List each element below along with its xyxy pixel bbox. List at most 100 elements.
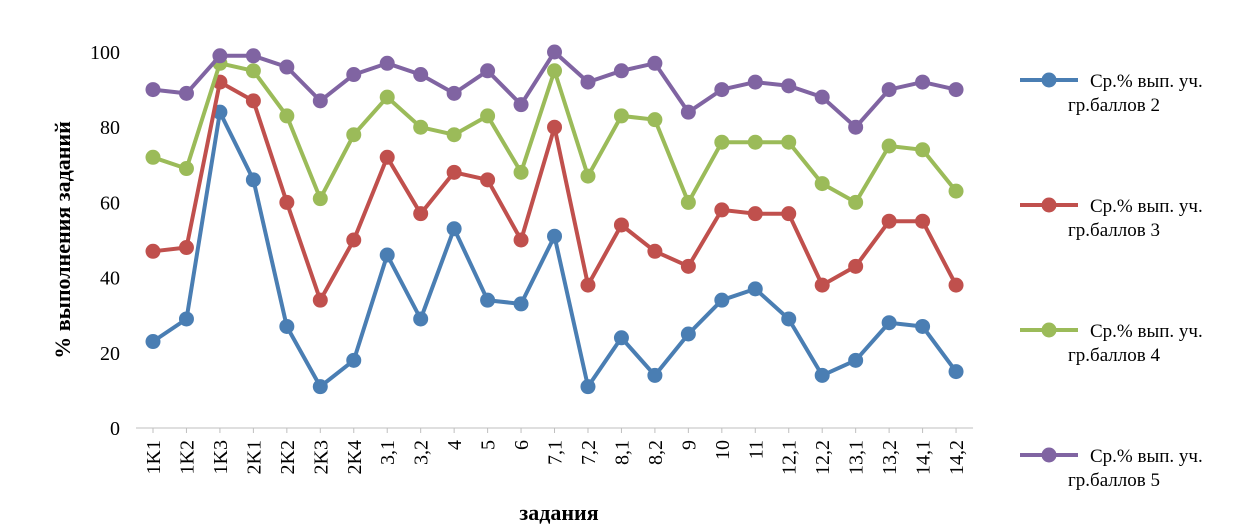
- data-point: [513, 296, 529, 312]
- data-point: [480, 292, 496, 308]
- data-point: [948, 183, 964, 199]
- legend-label: Ср.% вып. уч. гр.баллов 3: [1068, 196, 1203, 241]
- data-point: [881, 315, 897, 331]
- legend-label: Ср.% вып. уч. гр.баллов 4: [1068, 321, 1203, 366]
- series-3: [145, 55, 964, 210]
- y-tick-label: 20: [100, 343, 120, 365]
- data-point: [413, 119, 429, 135]
- data-point: [145, 149, 161, 165]
- x-tick-label: 1K3: [210, 440, 232, 474]
- series-group: [145, 44, 964, 395]
- data-point: [312, 292, 328, 308]
- axes: 0 20 40 60 80 100 1K1 1K2 1K3 2K1 2K2 2K3 2K4 3,1 3,2 4…: [90, 42, 974, 475]
- y-tick-label: 60: [100, 192, 120, 214]
- data-point: [413, 206, 429, 222]
- data-point: [547, 119, 563, 135]
- data-point: [647, 55, 663, 71]
- data-point: [613, 330, 629, 346]
- data-point: [547, 228, 563, 244]
- data-point: [279, 194, 295, 210]
- data-point: [346, 67, 362, 83]
- data-point: [446, 127, 462, 143]
- data-point: [446, 221, 462, 237]
- y-axis-title: % выполнения заданий: [50, 121, 75, 359]
- data-point: [647, 243, 663, 259]
- data-point: [747, 134, 763, 150]
- series-line: [151, 110, 958, 389]
- data-point: [580, 379, 596, 395]
- data-point: [480, 108, 496, 124]
- legend-marker: [1041, 72, 1057, 88]
- y-tick-label: 100: [90, 42, 120, 64]
- y-tick-label: 40: [100, 268, 120, 290]
- data-point: [547, 44, 563, 60]
- data-point: [145, 334, 161, 350]
- legend-item: Ср.% вып. уч. гр.баллов 5: [1020, 446, 1203, 491]
- x-tick-label: 14,1: [913, 440, 935, 475]
- data-point: [245, 63, 261, 79]
- data-point: [346, 232, 362, 248]
- x-tick-label: 2K3: [310, 440, 332, 474]
- data-point: [480, 172, 496, 188]
- data-point: [781, 311, 797, 327]
- series-1: [145, 104, 964, 395]
- data-point: [915, 213, 931, 229]
- data-point: [680, 258, 696, 274]
- data-point: [245, 48, 261, 64]
- x-tick-label: 3,2: [411, 440, 433, 465]
- data-point: [613, 108, 629, 124]
- legend-item: Ср.% вып. уч. гр.баллов 4: [1020, 321, 1203, 366]
- data-point: [178, 311, 194, 327]
- data-point: [212, 48, 228, 64]
- data-point: [814, 89, 830, 105]
- data-point: [714, 202, 730, 218]
- legend-marker: [1041, 197, 1057, 213]
- data-point: [145, 82, 161, 98]
- data-point: [714, 82, 730, 98]
- data-point: [747, 74, 763, 90]
- data-point: [446, 164, 462, 180]
- data-point: [513, 97, 529, 113]
- data-point: [547, 63, 563, 79]
- x-axis-title: задания: [519, 500, 598, 525]
- data-point: [881, 213, 897, 229]
- data-point: [680, 326, 696, 342]
- x-tick-label: 13,2: [879, 440, 901, 475]
- data-point: [915, 74, 931, 90]
- data-point: [312, 379, 328, 395]
- data-point: [178, 161, 194, 177]
- x-tick-label: 2K4: [344, 440, 366, 474]
- data-point: [881, 138, 897, 154]
- data-point: [312, 93, 328, 109]
- data-point: [747, 206, 763, 222]
- y-tick-label: 80: [100, 117, 120, 139]
- data-point: [647, 112, 663, 128]
- series-line: [152, 50, 957, 130]
- y-tick-label: 0: [110, 418, 120, 440]
- data-point: [245, 172, 261, 188]
- data-point: [848, 258, 864, 274]
- data-point: [948, 364, 964, 380]
- x-tick-label: 1K1: [143, 440, 165, 474]
- data-point: [279, 59, 295, 75]
- x-tick-label: 7,1: [545, 440, 567, 465]
- data-point: [948, 277, 964, 293]
- data-point: [279, 108, 295, 124]
- data-point: [379, 149, 395, 165]
- x-tick-label: 1K2: [176, 440, 198, 474]
- data-point: [379, 89, 395, 105]
- data-point: [714, 292, 730, 308]
- legend-item: Ср.% вып. уч. гр.баллов 3: [1020, 196, 1203, 241]
- x-tick-label: 12,2: [812, 440, 834, 475]
- data-point: [814, 176, 830, 192]
- data-point: [145, 243, 161, 259]
- data-point: [446, 85, 462, 101]
- x-tick-label: 8,1: [611, 440, 633, 465]
- data-point: [848, 194, 864, 210]
- data-point: [513, 164, 529, 180]
- data-point: [613, 63, 629, 79]
- data-point: [312, 191, 328, 207]
- data-point: [848, 119, 864, 135]
- x-tick-label: 3,1: [377, 440, 399, 465]
- data-point: [747, 281, 763, 297]
